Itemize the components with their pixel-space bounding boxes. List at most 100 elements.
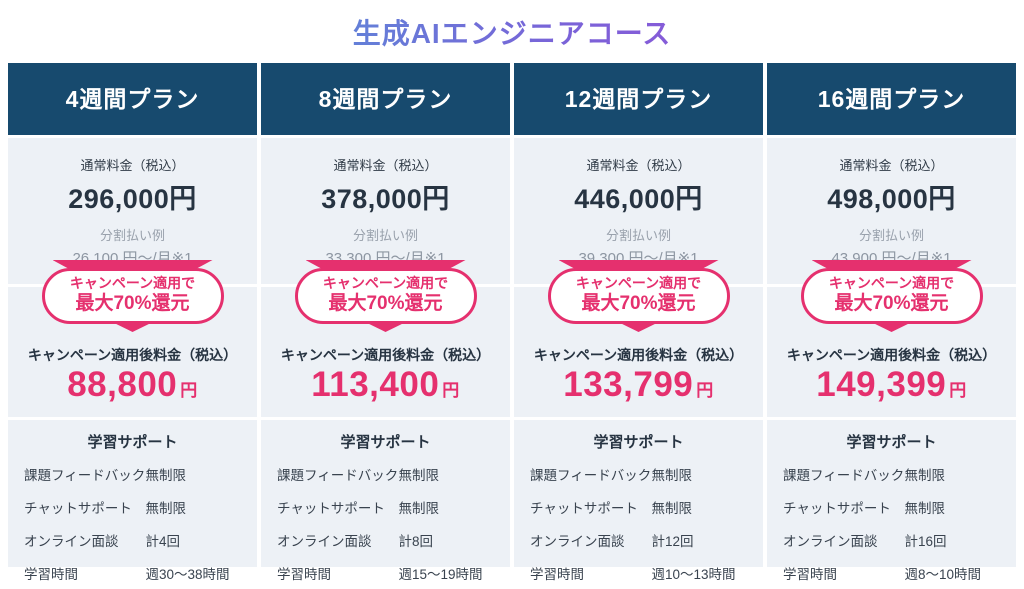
normal-price-value: 296,000円 (68, 184, 197, 214)
support-section: 学習サポート 課題フィードバック 無制限 チャットサポート 無制限 オンライン面… (514, 420, 763, 582)
support-title: 学習サポート (340, 434, 431, 451)
support-label: オンライン面談 (530, 533, 625, 549)
support-value: 週10〜13時間 (651, 566, 736, 582)
support-row: 学習時間 週8〜10時間 (783, 556, 1000, 589)
support-value: 週30〜38時間 (145, 566, 230, 582)
support-label: 課題フィードバック (277, 467, 399, 483)
campaign-price-value: 133,799 円 (514, 365, 763, 405)
campaign-badge: キャンペーン適用で 最大70%還元 (37, 260, 229, 340)
campaign-badge: キャンペーン適用で 最大70%還元 (796, 260, 988, 340)
support-section: 学習サポート 課題フィードバック 無制限 チャットサポート 無制限 オンライン面… (8, 420, 257, 582)
campaign-price-number: 88,800 (67, 365, 178, 404)
support-row: 課題フィードバック 無制限 (783, 457, 1000, 490)
campaign-price-section: キャンペーン適用で 最大70%還元 キャンペーン適用後料金（税込） 149,39… (767, 260, 1016, 417)
support-label: 課題フィードバック (530, 467, 652, 483)
support-row: チャットサポート 無制限 (783, 490, 1000, 523)
normal-price-value: 378,000円 (321, 184, 450, 214)
support-row: 課題フィードバック 無制限 (277, 457, 494, 490)
plan-column-16week: 16週間プラン 通常料金（税込） 498,000円 分割払い例 43,900 円… (767, 63, 1016, 582)
support-row: オンライン面談 計16回 (783, 523, 1000, 556)
campaign-price-label: キャンペーン適用後料金（税込） (533, 347, 744, 363)
badge-text-line1: キャンペーン適用で (575, 275, 702, 291)
campaign-badge-bubble: キャンペーン適用で 最大70%還元 (800, 268, 983, 325)
pricing-table: 4週間プラン 通常料金（税込） 296,000円 分割払い例 26,100 円〜… (8, 63, 1016, 582)
plan-header: 8週間プラン (261, 63, 510, 135)
yen-suffix: 円 (696, 381, 714, 400)
support-value: 無制限 (904, 500, 946, 516)
support-label: オンライン面談 (24, 533, 119, 549)
support-row: チャットサポート 無制限 (530, 490, 747, 523)
normal-price-label: 通常料金（税込） (333, 158, 438, 173)
plan-column-8week: 8週間プラン 通常料金（税込） 378,000円 分割払い例 33,300 円〜… (261, 63, 510, 582)
support-value: 計4回 (145, 533, 181, 549)
campaign-badge-bubble: キャンペーン適用で 最大70%還元 (41, 268, 224, 325)
installment-label: 分割払い例 (605, 228, 671, 243)
support-row: 課題フィードバック 無制限 (530, 457, 747, 490)
plan-header: 12週間プラン (514, 63, 763, 135)
plan-header: 16週間プラン (767, 63, 1016, 135)
support-title: 学習サポート (87, 434, 178, 451)
badge-text-line2: 最大70%還元 (834, 292, 949, 314)
installment-label: 分割払い例 (352, 228, 418, 243)
installment-label: 分割払い例 (99, 228, 165, 243)
campaign-price-label: キャンペーン適用後料金（税込） (786, 347, 997, 363)
support-value: 無制限 (145, 467, 187, 483)
plan-column-12week: 12週間プラン 通常料金（税込） 446,000円 分割払い例 39,300 円… (514, 63, 763, 582)
support-label: オンライン面談 (277, 533, 372, 549)
support-value: 無制限 (398, 500, 440, 516)
support-value: 計12回 (651, 533, 694, 549)
normal-price-section: 通常料金（税込） 296,000円 分割払い例 26,100 円〜/月※1 (8, 138, 257, 284)
installment-label: 分割払い例 (858, 228, 924, 243)
badge-text-line1: キャンペーン適用で (69, 275, 196, 291)
support-label: チャットサポート (277, 500, 385, 516)
yen-suffix: 円 (949, 381, 967, 400)
campaign-price-value: 88,800 円 (8, 365, 257, 405)
support-label: チャットサポート (530, 500, 638, 516)
normal-price-label: 通常料金（税込） (80, 158, 185, 173)
support-row: 学習時間 週10〜13時間 (530, 556, 747, 589)
normal-price-section: 通常料金（税込） 498,000円 分割払い例 43,900 円〜/月※1 (767, 138, 1016, 284)
support-label: 学習時間 (783, 566, 837, 582)
support-value: 無制限 (904, 467, 946, 483)
support-title: 学習サポート (593, 434, 684, 451)
support-row: オンライン面談 計8回 (277, 523, 494, 556)
support-section: 学習サポート 課題フィードバック 無制限 チャットサポート 無制限 オンライン面… (261, 420, 510, 582)
support-row: チャットサポート 無制限 (24, 490, 241, 523)
support-row: 課題フィードバック 無制限 (24, 457, 241, 490)
normal-price-section: 通常料金（税込） 446,000円 分割払い例 39,300 円〜/月※1 (514, 138, 763, 284)
badge-text-line2: 最大70%還元 (328, 292, 443, 314)
support-label: 課題フィードバック (24, 467, 146, 483)
campaign-price-number: 149,399 (816, 365, 947, 404)
badge-text-line1: キャンペーン適用で (322, 275, 449, 291)
support-value: 週8〜10時間 (904, 566, 982, 582)
campaign-price-section: キャンペーン適用で 最大70%還元 キャンペーン適用後料金（税込） 113,40… (261, 260, 510, 417)
campaign-badge: キャンペーン適用で 最大70%還元 (290, 260, 482, 340)
campaign-price-section: キャンペーン適用で 最大70%還元 キャンペーン適用後料金（税込） 133,79… (514, 260, 763, 417)
support-label: 学習時間 (530, 566, 584, 582)
campaign-price-label: キャンペーン適用後料金（税込） (27, 347, 238, 363)
support-row: 学習時間 週15〜19時間 (277, 556, 494, 589)
support-label: オンライン面談 (783, 533, 878, 549)
normal-price-value: 446,000円 (574, 184, 703, 214)
yen-suffix: 円 (180, 381, 198, 400)
badge-text-line1: キャンペーン適用で (828, 275, 955, 291)
badge-text-line2: 最大70%還元 (581, 292, 696, 314)
badge-text-line2: 最大70%還元 (75, 292, 190, 314)
support-row: チャットサポート 無制限 (277, 490, 494, 523)
support-value: 無制限 (398, 467, 440, 483)
page-title: 生成AIエンジニアコース (0, 0, 1024, 52)
yen-suffix: 円 (442, 381, 460, 400)
support-row: 学習時間 週30〜38時間 (24, 556, 241, 589)
campaign-price-number: 113,400 (311, 365, 440, 404)
support-value: 計16回 (904, 533, 947, 549)
support-label: チャットサポート (24, 500, 132, 516)
campaign-price-number: 133,799 (563, 365, 694, 404)
normal-price-label: 通常料金（税込） (839, 158, 944, 173)
support-title: 学習サポート (846, 434, 937, 451)
support-label: 課題フィードバック (783, 467, 905, 483)
campaign-badge-bubble: キャンペーン適用で 最大70%還元 (547, 268, 730, 325)
campaign-price-section: キャンペーン適用で 最大70%還元 キャンペーン適用後料金（税込） 88,800… (8, 260, 257, 417)
plan-header: 4週間プラン (8, 63, 257, 135)
campaign-price-value: 113,400 円 (261, 365, 510, 405)
support-label: 学習時間 (24, 566, 78, 582)
